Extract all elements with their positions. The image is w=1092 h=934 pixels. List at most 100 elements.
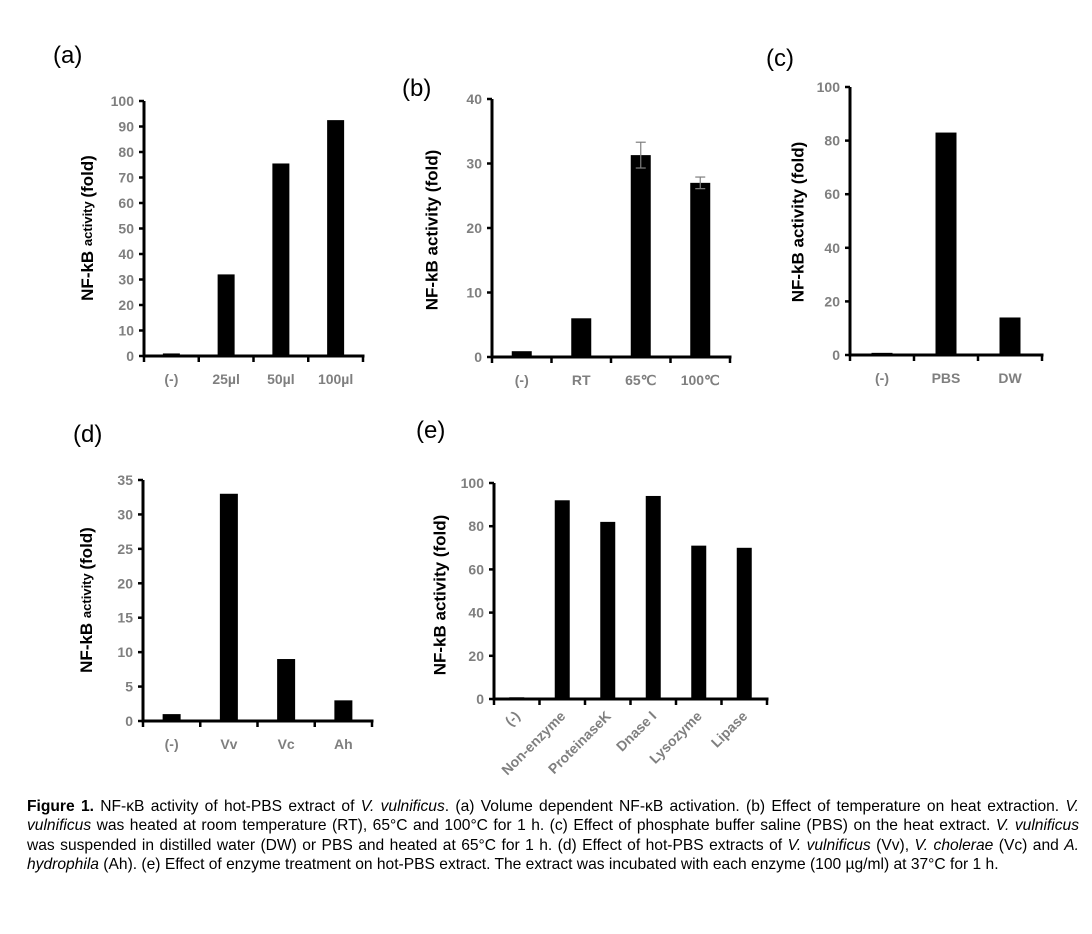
y-tick-label: 30: [117, 506, 133, 522]
panel-label: (a): [53, 42, 82, 69]
x-category-label: 100℃: [681, 372, 720, 388]
panel-label: (e): [416, 417, 445, 444]
y-tick-label: 0: [126, 348, 134, 364]
bar: [691, 545, 707, 699]
y-axis-title: NF-kB activity (fold): [422, 150, 441, 311]
caption-species: V. vulnificus: [995, 817, 1079, 835]
caption-text: NF-κB activity of hot-PBS extract of: [93, 798, 361, 815]
panel-label: (b): [402, 75, 431, 102]
bar: [219, 493, 238, 721]
caption-text: (Ah). (e) Effect of enzyme treatment on …: [98, 856, 999, 874]
y-tick-label: 70: [118, 170, 134, 186]
y-tick-label: 40: [118, 246, 134, 262]
bar: [511, 351, 532, 357]
chart-panel-c: (c) 0 20 40 60 80 100 (-) PBS DW NF-kB activity (f…: [766, 45, 1044, 386]
x-category-label: (-): [164, 371, 178, 387]
x-category-label: RT: [572, 372, 591, 388]
caption-species: A. hydrophila: [27, 836, 1079, 874]
y-tick-label: 10: [118, 323, 134, 339]
y-tick-label: 20: [117, 575, 133, 591]
y-tick-label: 90: [118, 119, 134, 135]
y-tick-label: 0: [125, 713, 133, 729]
bar: [736, 547, 752, 699]
y-tick-label: 60: [118, 195, 134, 211]
y-tick-label: 20: [118, 297, 134, 313]
y-axis-title: NF-kB activity (fold): [78, 155, 97, 301]
y-axis-title: NF-kB activity (fold): [430, 515, 449, 676]
y-tick-label: 25: [117, 541, 133, 557]
bar: [334, 700, 353, 721]
y-tick-label: 60: [824, 186, 840, 202]
bar: [277, 659, 296, 721]
y-tick-label: 20: [466, 220, 482, 236]
y-axis-title-small: activity: [79, 570, 94, 618]
y-tick-label: 10: [117, 644, 133, 660]
bar: [999, 317, 1021, 355]
y-tick-label: 30: [118, 272, 134, 288]
y-axis-title-unit: (fold): [78, 155, 97, 197]
bar: [162, 714, 181, 721]
bar: [935, 132, 957, 355]
y-tick-label: 20: [468, 648, 484, 664]
panel-label: (c): [766, 45, 794, 72]
y-axis-title-main: NF-kB: [77, 618, 96, 673]
y-tick-label: 15: [117, 610, 133, 626]
x-category-label: Vc: [278, 736, 295, 752]
x-category-label: (-): [875, 370, 889, 386]
x-category-label: Ah: [334, 736, 353, 752]
chart-panel-b: (b) 0 10 20 30 40 (-) RT 65℃ 100℃ NF-kB activity (…: [402, 75, 732, 388]
y-axis-title-small: activity: [80, 198, 95, 246]
y-tick-label: 100: [461, 475, 485, 491]
panel-label: (d): [73, 421, 102, 448]
caption-figure-label: Figure 1.: [27, 798, 94, 815]
y-tick-label: 100: [817, 79, 841, 95]
caption-species: V. cholerae: [914, 836, 994, 854]
x-category-label: 25µl: [212, 371, 240, 387]
x-category-label: Lipase: [708, 708, 751, 751]
caption-text: (Vv),: [870, 836, 915, 854]
y-axis-title: NF-kB activity (fold): [788, 142, 807, 303]
y-tick-label: 0: [476, 691, 484, 707]
caption-text: . (a) Volume dependent NF-κB activation.…: [444, 798, 1066, 815]
y-tick-label: 40: [824, 240, 840, 256]
x-category-label: DW: [998, 370, 1022, 386]
x-category-label: (-): [165, 736, 179, 752]
y-axis-title: NF-kB activity (fold): [77, 527, 96, 673]
bar: [600, 521, 616, 699]
caption-species: V. vulnificus: [27, 798, 1080, 835]
y-tick-label: 20: [824, 293, 840, 309]
y-axis-title-unit: (fold): [77, 527, 96, 569]
y-tick-label: 10: [466, 285, 482, 301]
bar: [272, 163, 290, 356]
chart-panel-d: (d) 0 5 10 15 20 25 30 35 (-) Vv Vc Ah NF-kB activity…: [73, 421, 374, 752]
y-tick-label: 60: [468, 561, 484, 577]
chart-panel-e: (e)020406080100(-)Non-enzymeProteinaseKD…: [416, 417, 769, 778]
caption-text: (Vc) and: [993, 836, 1065, 854]
bar: [554, 500, 570, 699]
y-tick-label: 80: [824, 133, 840, 149]
chart-panel-a: (a) 0 10 20 30 40 50 60 70 80 90 100 (-) 25µl 50µl 100µ…: [53, 42, 365, 387]
y-tick-label: 0: [832, 347, 840, 363]
y-tick-label: 80: [118, 144, 134, 160]
x-category-label: PBS: [932, 370, 961, 386]
x-category-label: Vv: [220, 736, 237, 752]
y-tick-label: 40: [466, 91, 482, 107]
caption-species: V. vulnificus: [360, 798, 445, 815]
x-category-label: (-): [515, 372, 529, 388]
y-tick-label: 30: [466, 156, 482, 172]
bar: [571, 318, 592, 357]
figure-caption: Figure 1. NF-κB activity of hot-PBS extr…: [27, 797, 1079, 875]
y-tick-label: 5: [125, 679, 133, 695]
x-category-label: 65℃: [625, 372, 657, 388]
bar: [630, 155, 651, 357]
y-tick-label: 100: [111, 93, 135, 109]
y-tick-label: 50: [118, 221, 134, 237]
y-tick-label: 0: [474, 349, 482, 365]
bar: [327, 120, 345, 356]
bar: [217, 274, 235, 356]
x-category-label: 100µl: [318, 371, 353, 387]
y-tick-label: 40: [468, 605, 484, 621]
y-tick-label: 35: [117, 472, 133, 488]
caption-text: was suspended in distilled water (DW) or…: [27, 836, 788, 854]
